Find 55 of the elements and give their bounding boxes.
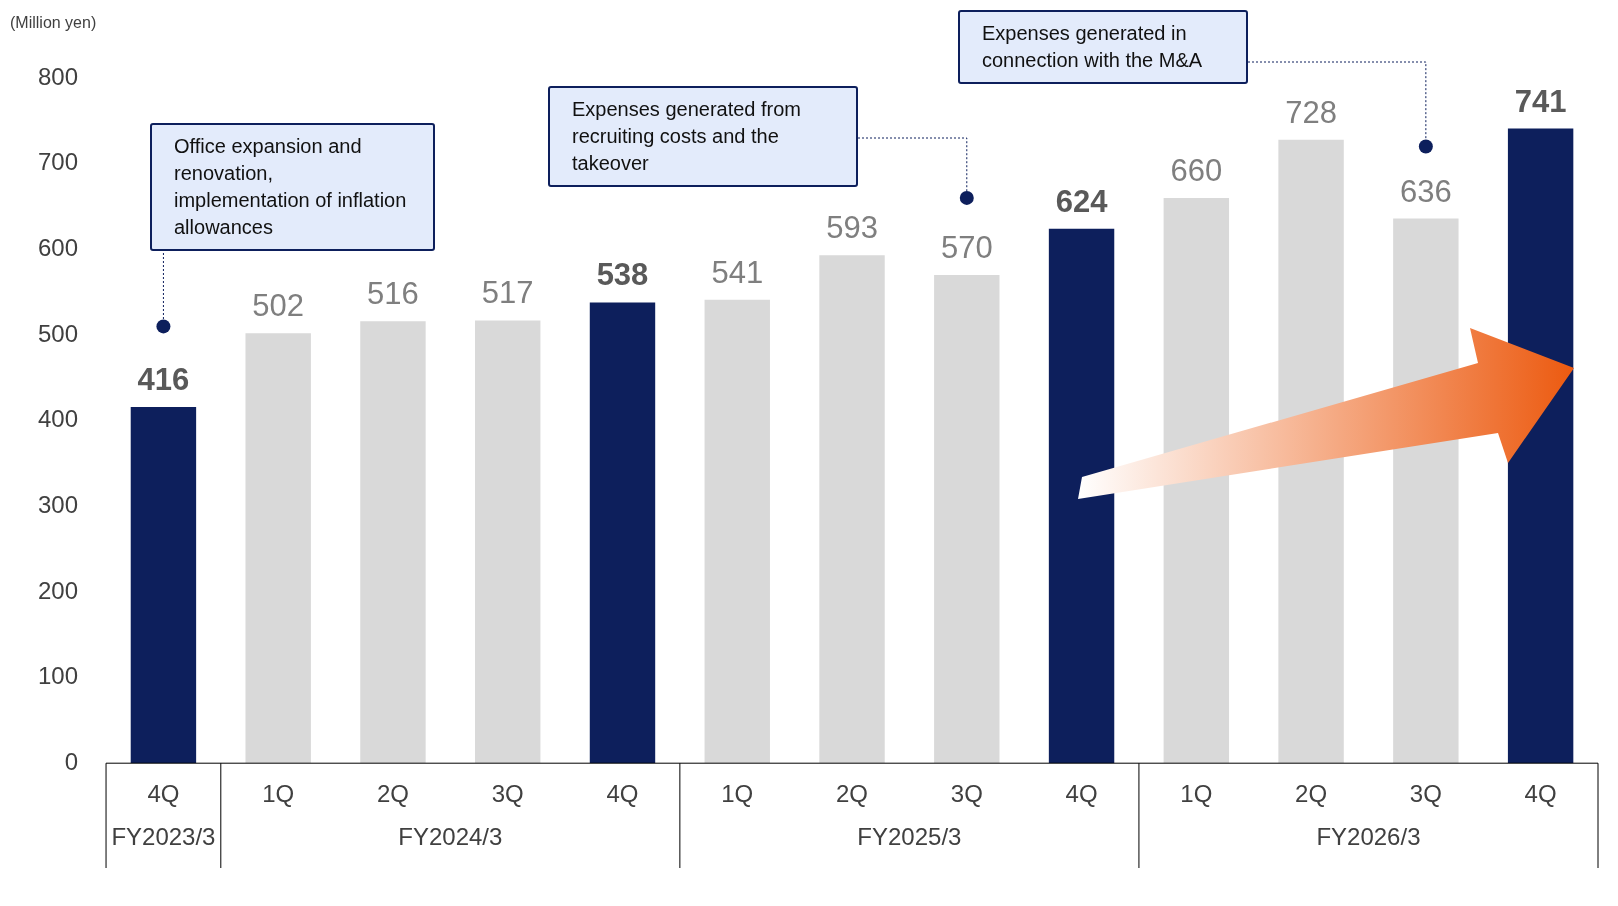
bar <box>589 302 656 764</box>
x-tick-label: 3Q <box>950 780 983 808</box>
y-tick-label: 200 <box>38 576 79 604</box>
text: FY2024/3 <box>397 823 504 852</box>
bar <box>1163 197 1230 764</box>
data-label: 538 <box>596 257 649 293</box>
x-tick-label: 2Q <box>1295 780 1328 808</box>
y-tick-label: 400 <box>38 405 79 433</box>
data-label: 636 <box>1399 173 1452 209</box>
bar <box>1278 139 1344 764</box>
y-axis-title: (Million yen) <box>10 14 97 32</box>
bar <box>819 255 885 764</box>
callout-box: Expenses generated from recruiting costs and the takeover <box>548 86 858 187</box>
bar <box>704 299 770 764</box>
x-tick-label: 1Q <box>721 780 754 808</box>
data-label: 593 <box>826 210 878 246</box>
y-tick-label: 500 <box>38 319 79 347</box>
data-label: 570 <box>940 230 993 266</box>
x-tick-label: 4Q <box>606 780 639 808</box>
y-tick-label: 700 <box>38 148 79 176</box>
data-label: 728 <box>1285 94 1337 130</box>
bar <box>130 406 197 764</box>
y-tick-label: 0 <box>64 747 79 775</box>
bar <box>245 333 311 764</box>
y-tick-label: 100 <box>38 662 79 690</box>
bar <box>1507 128 1574 764</box>
bar <box>934 275 1000 764</box>
x-tick-label: 1Q <box>262 780 295 808</box>
x-tick-label: 4Q <box>147 780 180 808</box>
x-tick-label: 1Q <box>1180 780 1213 808</box>
y-tick-label: 300 <box>38 490 79 518</box>
bar <box>360 321 426 764</box>
data-label: 502 <box>252 288 305 324</box>
callout-box: Expenses generated in connection with the M&A <box>958 10 1248 84</box>
data-label: 741 <box>1514 83 1567 119</box>
bar <box>1048 228 1115 764</box>
text: FY2026/3 <box>1315 823 1422 852</box>
x-tick-label: 2Q <box>836 780 869 808</box>
x-tick-label: 2Q <box>376 780 409 808</box>
x-tick-label: 4Q <box>1065 780 1098 808</box>
data-label: 516 <box>367 276 419 312</box>
data-label: 624 <box>1055 183 1109 219</box>
x-tick-label: 3Q <box>491 780 524 808</box>
bar <box>475 320 541 764</box>
y-tick-label: 600 <box>38 233 79 261</box>
callout-box: Office expansion and renovation, implementation of inflation allowances <box>150 123 435 251</box>
data-label: 541 <box>711 254 764 290</box>
x-tick-label: 3Q <box>1409 780 1442 808</box>
data-label: 416 <box>137 361 190 397</box>
x-tick-label: 4Q <box>1524 780 1557 808</box>
text: FY2023/3 <box>110 823 217 852</box>
data-label: 517 <box>481 275 534 311</box>
y-tick-label: 800 <box>38 62 79 90</box>
text: FY2025/3 <box>856 823 963 852</box>
data-label: 660 <box>1170 152 1223 188</box>
